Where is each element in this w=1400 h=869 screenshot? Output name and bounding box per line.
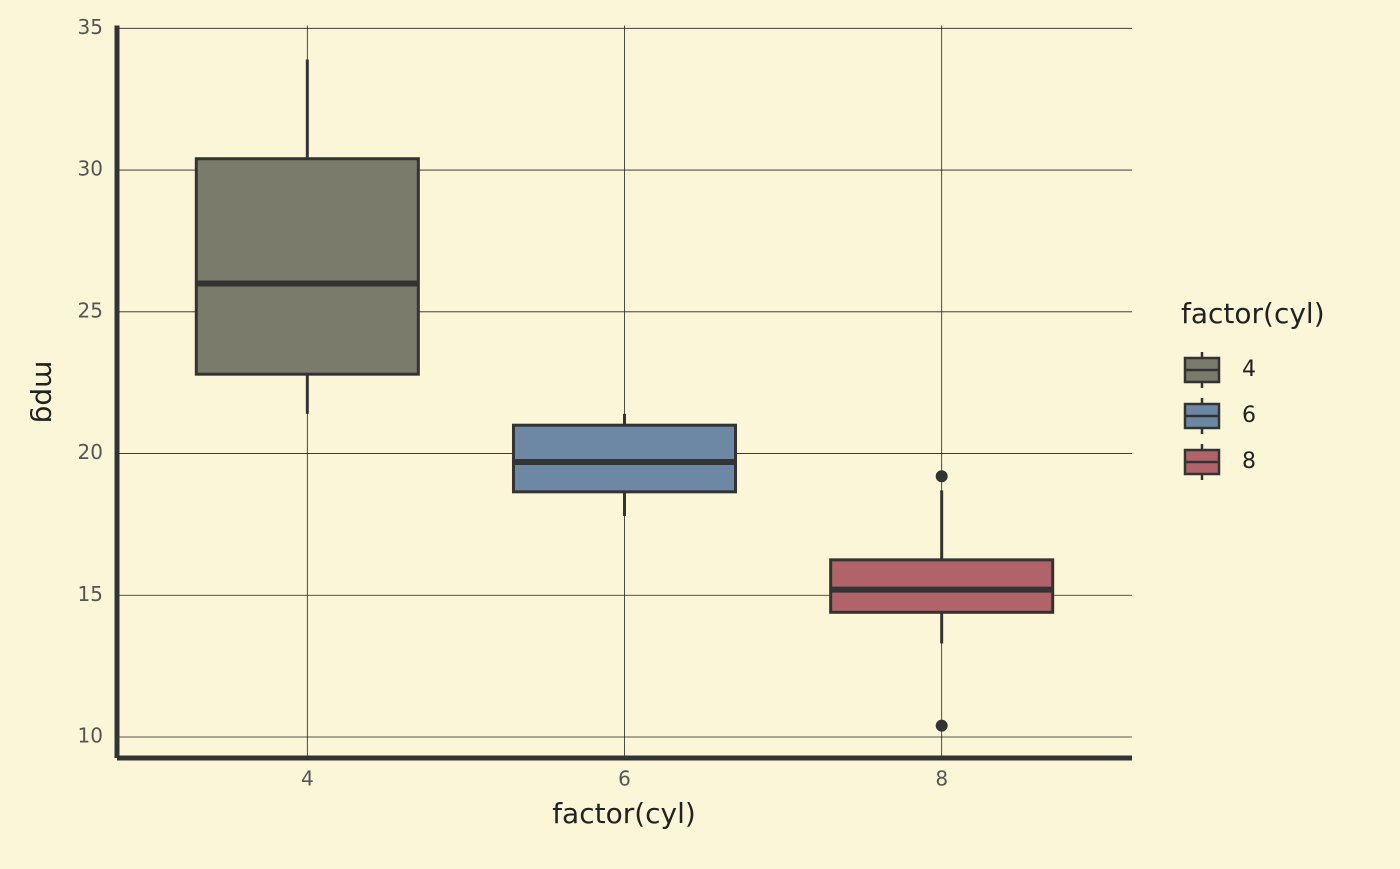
x-axis-title: factor(cyl) — [552, 797, 696, 830]
legend-label: 4 — [1242, 357, 1256, 382]
outlier — [935, 470, 948, 483]
outlier — [935, 719, 948, 732]
y-tick-label: 20 — [78, 440, 103, 464]
legend-title: factor(cyl) — [1181, 297, 1325, 330]
box — [194, 157, 420, 376]
x-tick-label: 6 — [618, 767, 631, 791]
legend-label: 6 — [1242, 403, 1256, 428]
y-tick-label: 30 — [78, 157, 103, 181]
box — [829, 558, 1055, 614]
x-tick-label: 8 — [935, 767, 948, 791]
y-tick-label: 10 — [78, 724, 103, 748]
y-tick-label: 25 — [78, 298, 103, 322]
y-tick-label: 35 — [78, 15, 103, 39]
y-axis-title: mpg — [29, 361, 62, 424]
box — [511, 423, 738, 494]
legend-label: 8 — [1242, 449, 1256, 474]
y-tick-label: 15 — [78, 582, 103, 606]
x-tick-label: 4 — [301, 767, 314, 791]
